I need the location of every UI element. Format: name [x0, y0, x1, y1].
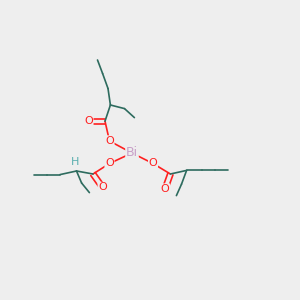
Text: O: O — [160, 184, 169, 194]
Text: O: O — [148, 158, 158, 169]
Text: O: O — [84, 116, 93, 126]
Text: O: O — [98, 182, 107, 193]
Text: Bi: Bi — [126, 146, 138, 160]
Text: H: H — [71, 157, 79, 167]
Text: O: O — [105, 158, 114, 169]
Text: O: O — [105, 136, 114, 146]
